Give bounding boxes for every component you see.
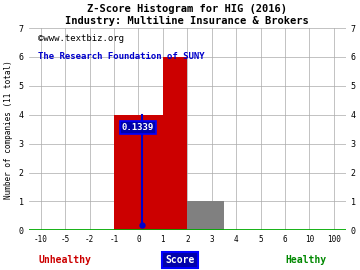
- Text: Unhealthy: Unhealthy: [39, 255, 91, 265]
- Title: Z-Score Histogram for HIG (2016)
Industry: Multiline Insurance & Brokers: Z-Score Histogram for HIG (2016) Industr…: [66, 4, 309, 26]
- Bar: [187, 201, 224, 230]
- Text: The Research Foundation of SUNY: The Research Foundation of SUNY: [38, 52, 205, 61]
- Bar: [114, 115, 163, 230]
- Text: ©www.textbiz.org: ©www.textbiz.org: [38, 34, 124, 43]
- Bar: [163, 57, 187, 230]
- Text: Healthy: Healthy: [285, 255, 327, 265]
- Text: 0.1339: 0.1339: [122, 123, 154, 132]
- Text: Score: Score: [165, 255, 195, 265]
- Y-axis label: Number of companies (11 total): Number of companies (11 total): [4, 60, 13, 198]
